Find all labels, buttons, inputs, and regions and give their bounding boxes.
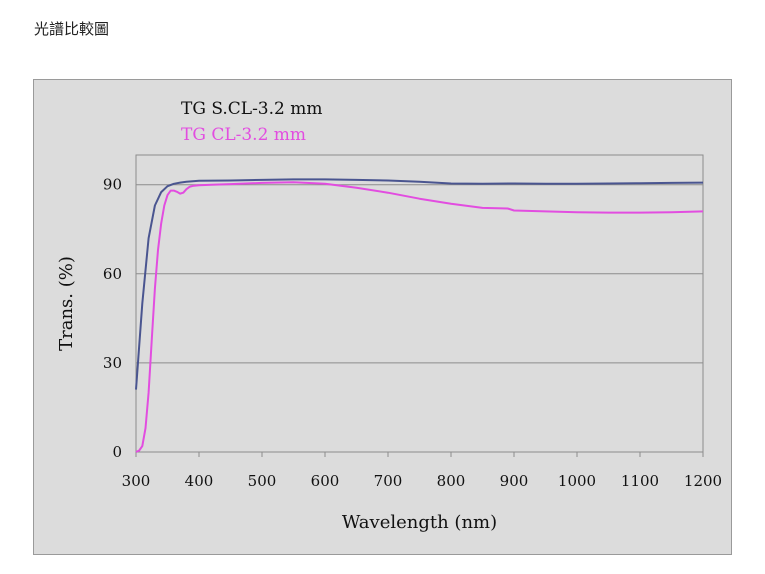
y-tick-label: 0 [112,443,122,461]
page-heading: 光譜比較圖 [34,20,110,38]
x-tick-label: 600 [311,472,340,490]
chart-frame: 0 30 60 90 300 400 500 600 700 800 900 1000 1100 1200… [33,79,732,555]
y-tick-label: 30 [103,354,122,372]
y-tick-label: 60 [103,265,122,283]
chart-canvas: 0 30 60 90 300 400 500 600 700 800 900 1000 1100 1200… [56,99,722,533]
y-tick-label: 90 [103,176,122,194]
y-axis-title: Trans. (%) [56,256,77,351]
x-tick-label: 1200 [684,472,722,490]
x-axis-title: Wavelength (nm) [342,512,497,533]
x-tick-label: 1000 [558,472,596,490]
legend-entry: TG CL-3.2 mm [181,125,306,145]
series-line [135,181,704,453]
x-tick-label: 700 [374,472,403,490]
x-tick-label: 800 [437,472,466,490]
x-tick-label: 900 [500,472,529,490]
x-tick-label: 500 [248,472,277,490]
x-tick-label: 400 [185,472,214,490]
x-tick-label: 1100 [621,472,659,490]
x-tick-label: 300 [122,472,151,490]
plot-area [135,154,704,453]
legend-entry: TG S.CL-3.2 mm [181,99,323,119]
series-line [135,178,704,390]
